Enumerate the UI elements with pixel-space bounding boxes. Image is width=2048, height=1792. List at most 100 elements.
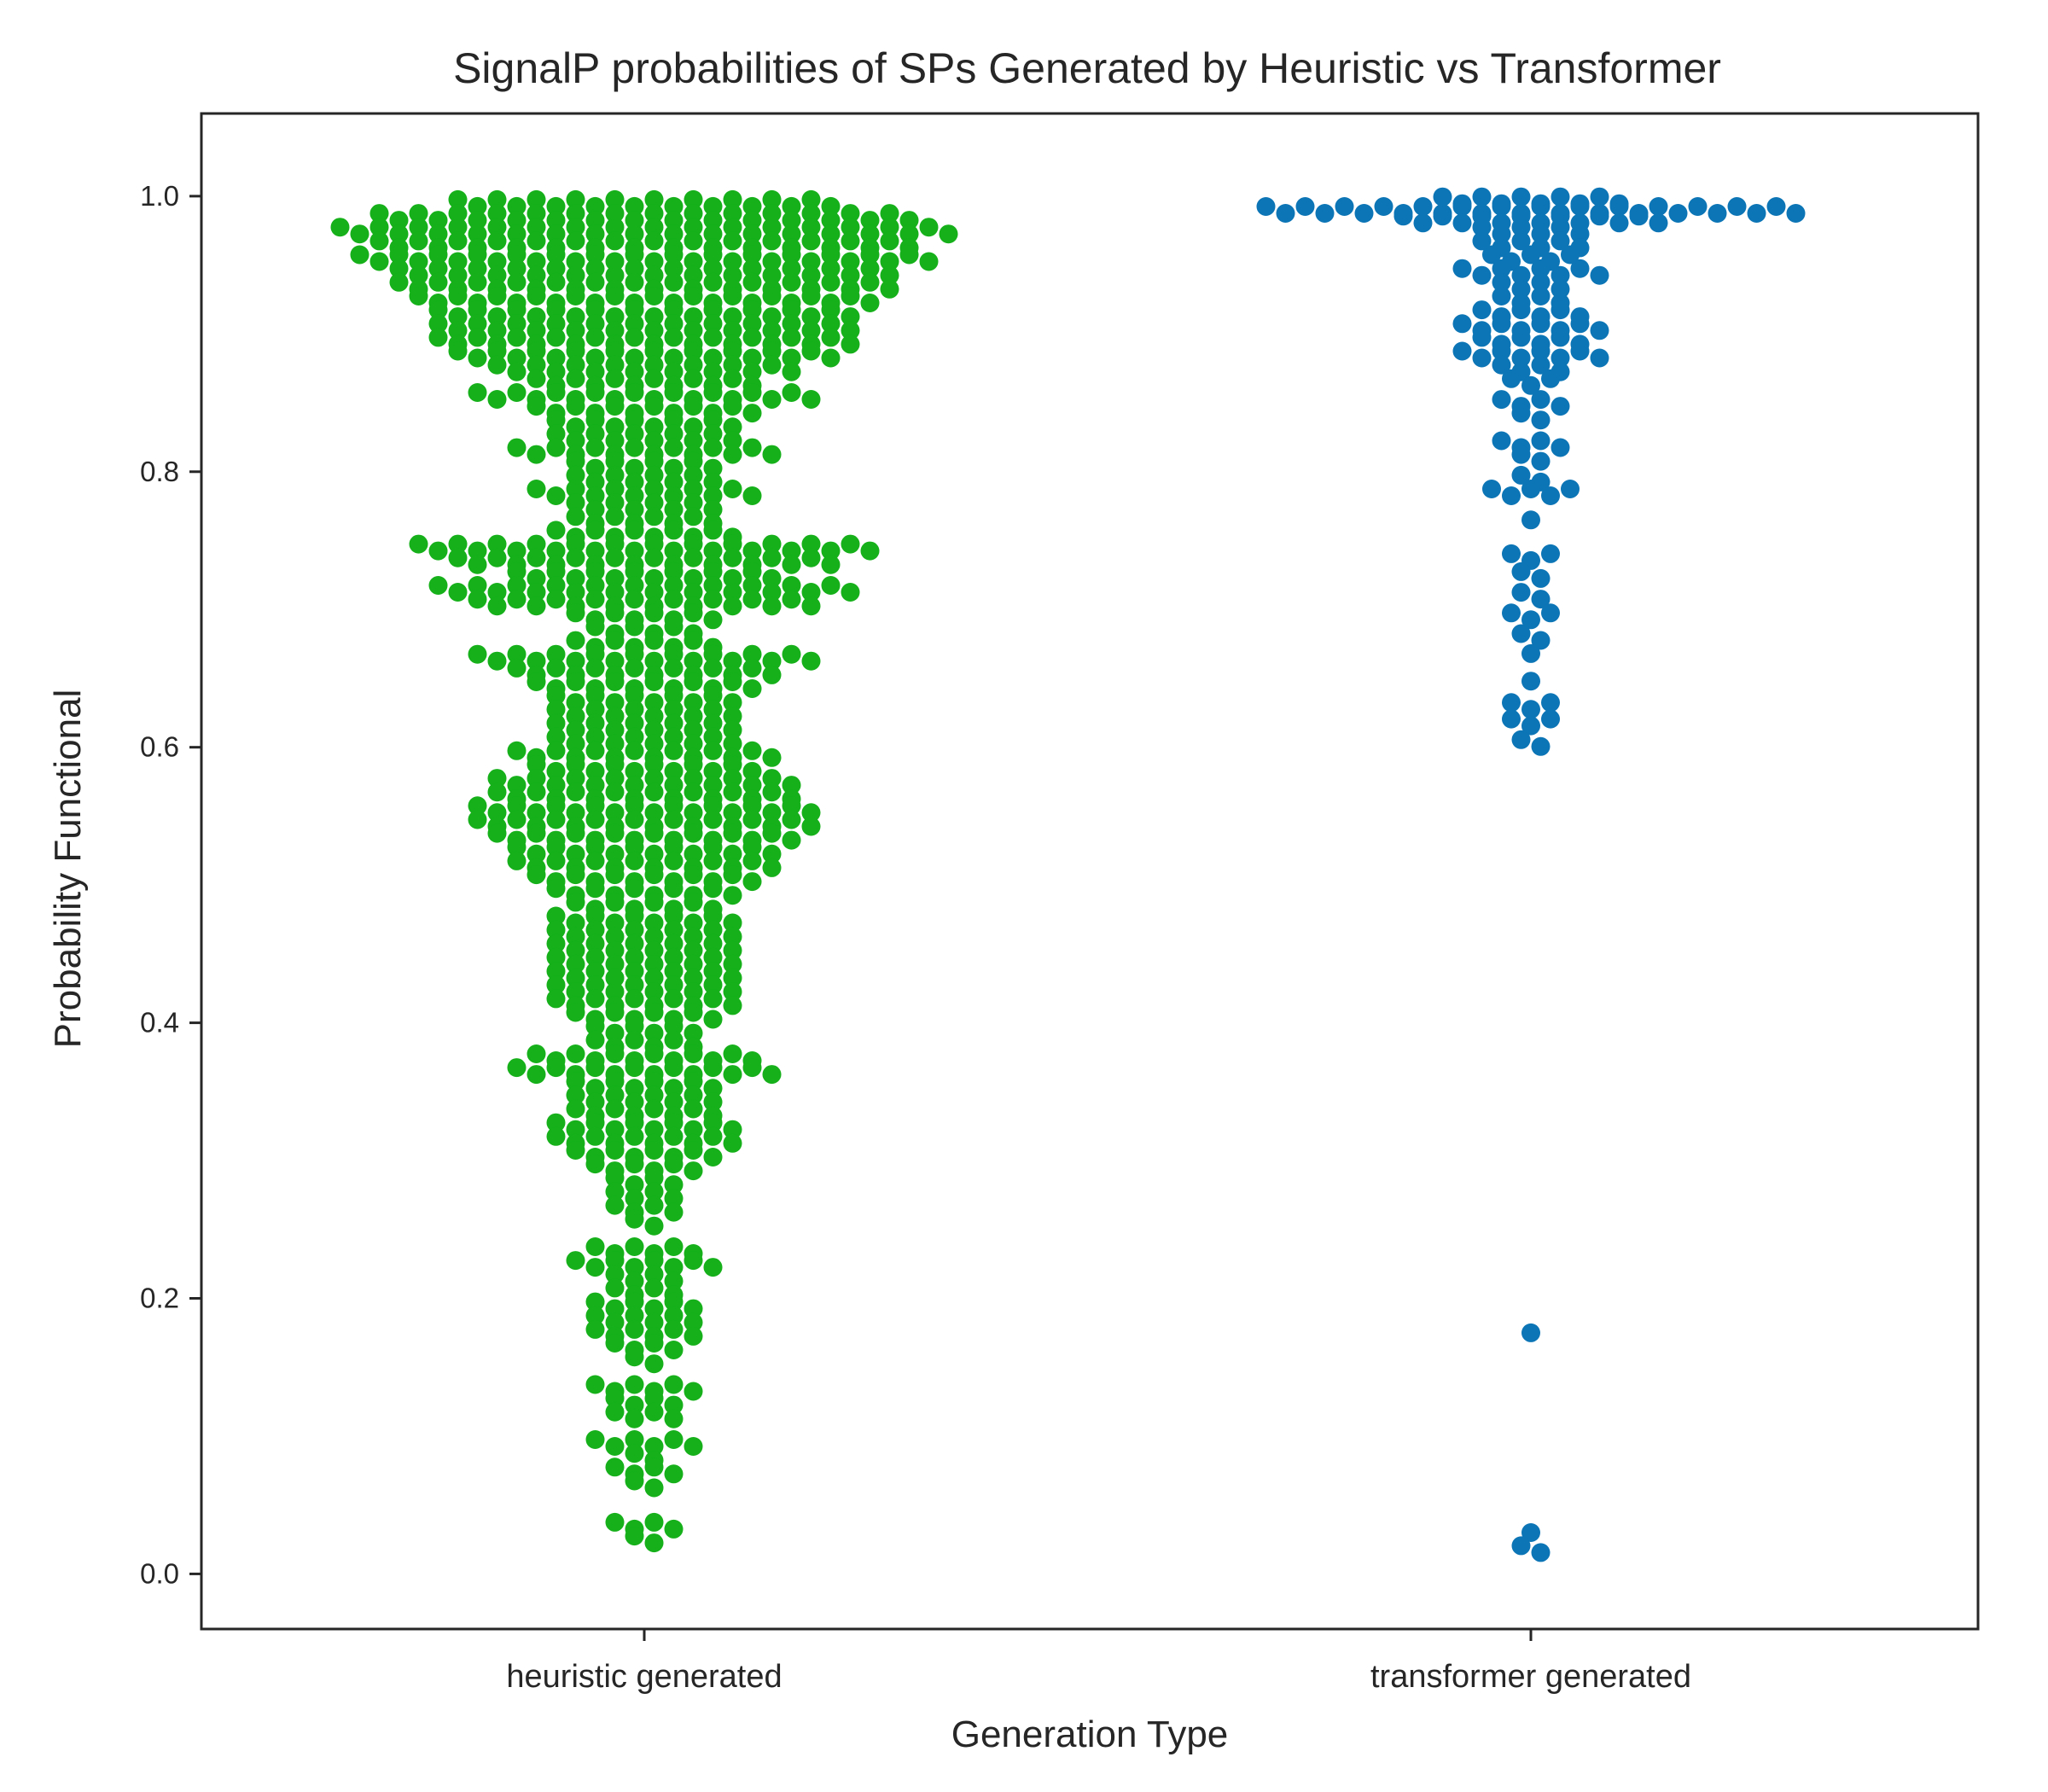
data-point: [527, 783, 546, 802]
data-point: [605, 1141, 625, 1160]
data-point: [625, 314, 644, 334]
data-point: [801, 252, 821, 271]
data-point: [585, 1258, 605, 1277]
data-point: [644, 693, 664, 713]
data-point: [1531, 259, 1551, 278]
data-point: [585, 1306, 605, 1325]
data-point: [625, 245, 644, 265]
data-point: [684, 252, 703, 271]
data-point: [585, 796, 605, 816]
data-point: [1502, 544, 1521, 563]
data-point: [644, 754, 664, 774]
data-point: [507, 438, 527, 457]
data-point: [723, 307, 742, 327]
data-point: [821, 328, 841, 347]
data-point: [684, 844, 703, 864]
data-point: [1472, 187, 1492, 207]
data-point: [664, 617, 684, 637]
data-point: [566, 1044, 585, 1063]
data-point: [801, 321, 821, 340]
data-point: [428, 259, 448, 278]
data-point: [1335, 197, 1354, 216]
data-point: [723, 397, 742, 416]
data-point: [644, 321, 664, 340]
data-point: [1531, 590, 1551, 609]
data-point: [566, 1251, 585, 1271]
data-point: [448, 231, 468, 251]
data-point: [684, 493, 703, 513]
data-point: [546, 989, 566, 1009]
x-tick-label: heuristic generated: [506, 1659, 782, 1695]
data-point: [527, 341, 546, 361]
data-point: [1629, 207, 1649, 226]
data-point: [1531, 736, 1551, 756]
data-point: [684, 769, 703, 788]
data-point: [428, 211, 448, 230]
data-point: [703, 1092, 723, 1112]
data-point: [1541, 693, 1560, 713]
data-point: [585, 383, 605, 402]
data-point: [605, 865, 625, 885]
data-point: [644, 913, 664, 933]
data-point: [546, 776, 566, 795]
data-point: [468, 211, 487, 230]
data-point: [703, 541, 723, 561]
data-point: [605, 844, 625, 864]
data-point: [546, 328, 566, 347]
data-point: [546, 224, 566, 244]
data-point: [625, 1430, 644, 1449]
data-point: [1766, 197, 1786, 216]
data-point: [468, 348, 487, 368]
data-point: [644, 865, 664, 885]
data-point: [684, 568, 703, 588]
data-point: [801, 596, 821, 616]
data-point: [703, 686, 723, 706]
data-point: [585, 1113, 605, 1132]
data-point: [566, 913, 585, 933]
data-point: [684, 369, 703, 388]
y-tick-label: 1.0: [140, 180, 179, 212]
data-point: [625, 796, 644, 816]
data-point: [880, 265, 899, 285]
data-point: [899, 224, 919, 244]
data-point: [703, 300, 723, 320]
data-point: [664, 314, 684, 334]
data-point: [487, 548, 507, 567]
data-point: [703, 383, 723, 402]
data-point: [1708, 204, 1727, 223]
data-point: [566, 231, 585, 251]
data-point: [703, 1126, 723, 1146]
data-point: [742, 259, 762, 278]
data-point: [644, 287, 664, 305]
data-point: [487, 390, 507, 409]
data-point: [782, 245, 801, 265]
data-point: [605, 893, 625, 912]
data-point: [585, 1375, 605, 1394]
data-point: [527, 265, 546, 285]
data-point: [546, 521, 566, 540]
data-point: [566, 1085, 585, 1105]
data-point: [684, 397, 703, 416]
data-point: [782, 541, 801, 561]
data-point: [664, 224, 684, 244]
data-point: [782, 272, 801, 292]
data-point: [664, 211, 684, 230]
data-point: [664, 561, 684, 581]
data-point: [644, 969, 664, 988]
data-point: [546, 576, 566, 595]
data-point: [585, 1430, 605, 1449]
data-point: [762, 445, 782, 464]
data-point: [664, 810, 684, 829]
data-point: [1727, 197, 1747, 216]
data-point: [1531, 631, 1551, 650]
data-point: [664, 727, 684, 747]
data-point: [644, 1533, 664, 1553]
data-point: [664, 658, 684, 678]
data-point: [605, 1512, 625, 1532]
data-point: [742, 383, 762, 402]
data-point: [566, 465, 585, 485]
data-point: [684, 355, 703, 375]
data-point: [625, 272, 644, 292]
data-point: [350, 245, 369, 265]
data-point: [1521, 480, 1540, 498]
